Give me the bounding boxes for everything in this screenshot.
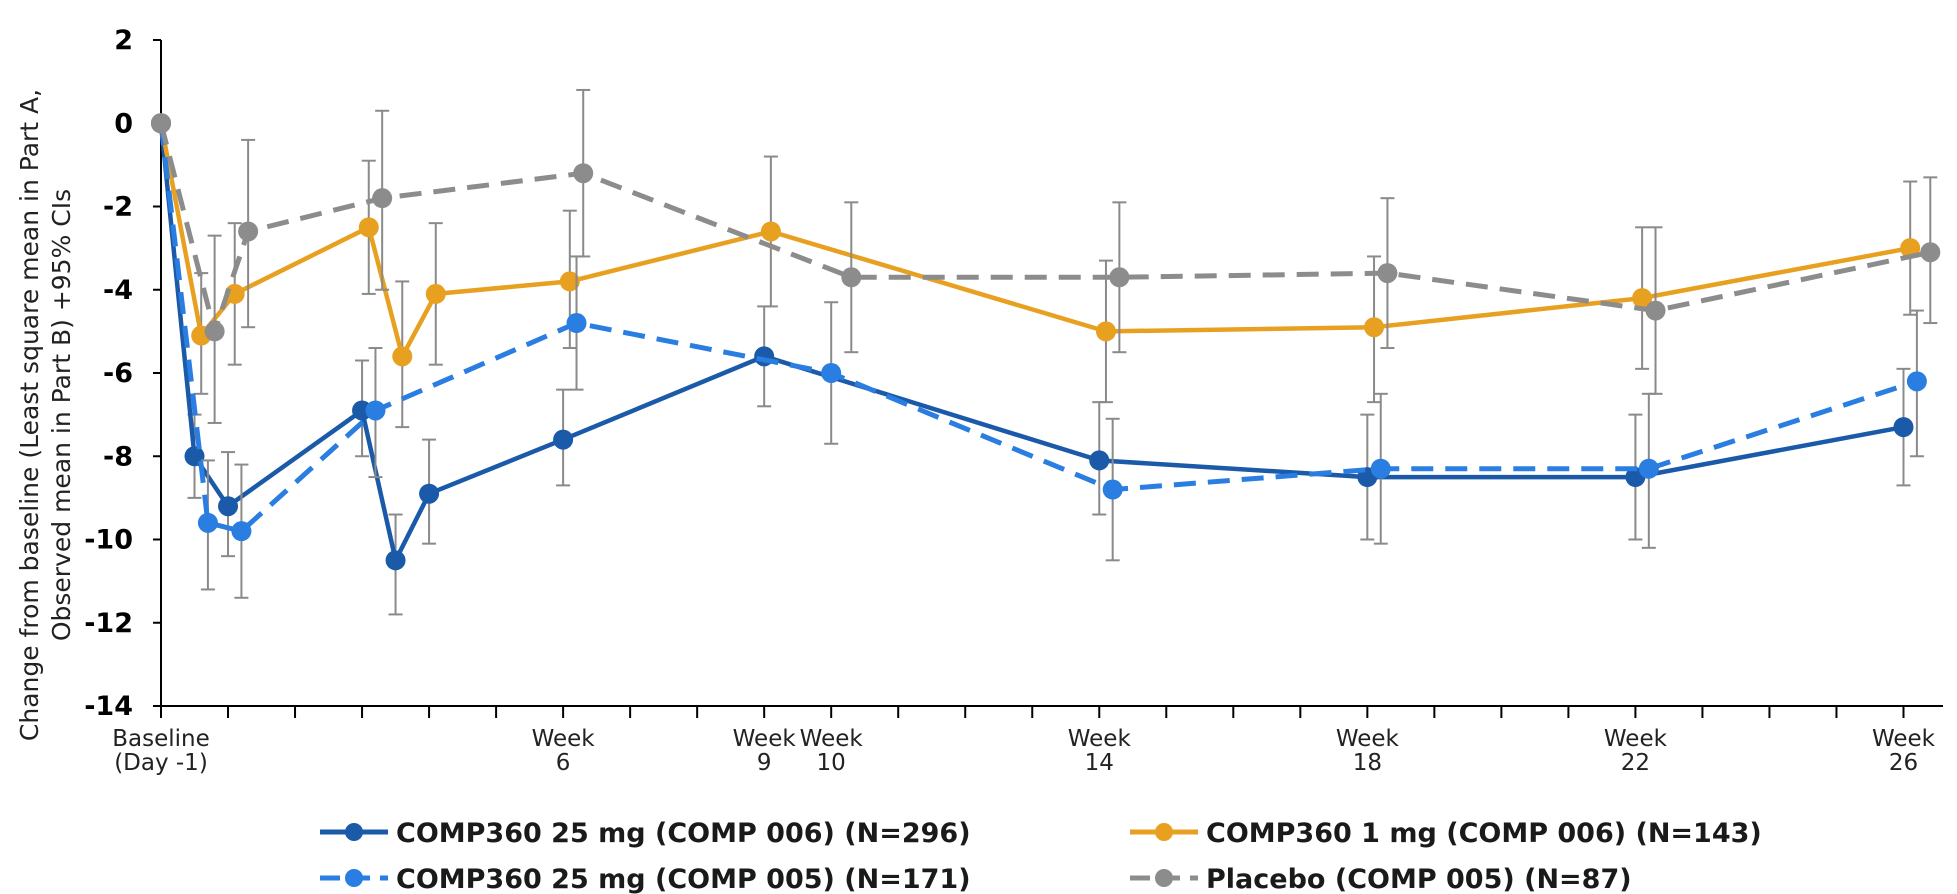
x-tick-label: Week 10 xyxy=(800,726,864,776)
data-point xyxy=(841,267,862,288)
series-line xyxy=(158,122,1931,334)
legend-marker xyxy=(345,823,363,841)
data-point xyxy=(1370,458,1391,479)
y-ticks: 2 0 -2 -4 -6 -8 -10 -12 -14 xyxy=(84,25,161,722)
series-2 xyxy=(151,113,1927,599)
y-tick-label: -10 xyxy=(84,525,133,556)
data-point xyxy=(425,283,446,304)
data-point xyxy=(1095,321,1116,342)
data-point xyxy=(385,550,406,571)
data-point xyxy=(553,429,574,450)
x-tick-label: Week 26 xyxy=(1872,726,1936,776)
series-line xyxy=(158,123,1918,534)
x-tick-label: Week 9 xyxy=(733,726,797,776)
y-axis-label-line-2: Observed mean in Part B) +95% CIs xyxy=(47,189,76,641)
legend-item-3: Placebo (COMP 005) (N=87) xyxy=(1130,864,1632,894)
axes xyxy=(160,40,1943,707)
legend-label: Placebo (COMP 005) (N=87) xyxy=(1206,864,1632,894)
legend-marker xyxy=(1155,823,1173,841)
y-tick-label: -8 xyxy=(103,441,133,472)
x-tick-label: Week 18 xyxy=(1336,726,1400,776)
data-point xyxy=(365,400,386,421)
data-point xyxy=(1632,288,1653,309)
data-point xyxy=(204,321,225,342)
legend: COMP360 25 mg (COMP 006) (N=296) COMP360 … xyxy=(320,818,1762,894)
y-tick-label: 0 xyxy=(114,108,133,139)
y-axis-label-group: Change from baseline (Least square mean … xyxy=(15,89,76,741)
data-point xyxy=(151,113,171,134)
data-point xyxy=(760,221,781,242)
data-point xyxy=(358,217,379,238)
data-point xyxy=(1109,267,1130,288)
legend-item-0: COMP360 25 mg (COMP 006) (N=296) xyxy=(320,818,971,849)
data-point xyxy=(1089,450,1110,471)
data-point xyxy=(372,188,393,209)
x-tick-label: Week 22 xyxy=(1604,726,1668,776)
legend-item-1: COMP360 1 mg (COMP 006) (N=143) xyxy=(1130,818,1762,849)
data-point xyxy=(1893,417,1914,438)
data-point xyxy=(218,496,239,517)
series-layer xyxy=(151,88,1941,616)
x-tick-label: Baseline (Day -1) xyxy=(112,726,210,776)
legend-marker xyxy=(345,869,363,887)
legend-marker xyxy=(1155,869,1173,887)
legend-item-2: COMP360 25 mg (COMP 005) (N=171) xyxy=(320,864,971,894)
data-point xyxy=(1377,263,1398,284)
x-tick-label: Week 6 xyxy=(532,726,596,776)
data-point xyxy=(1920,242,1941,263)
y-tick-label: -2 xyxy=(103,192,133,223)
data-point xyxy=(197,512,218,533)
data-point xyxy=(1906,371,1927,392)
data-point xyxy=(1102,479,1123,500)
x-tick-label: Week 14 xyxy=(1068,726,1132,776)
data-point xyxy=(821,363,842,383)
y-tick-label: -4 xyxy=(103,275,133,306)
series-1 xyxy=(151,113,1921,429)
y-tick-label: 2 xyxy=(114,25,133,56)
y-axis-label-line-1: Change from baseline (Least square mean … xyxy=(15,89,44,741)
data-point xyxy=(1645,300,1666,321)
data-point xyxy=(566,313,587,334)
legend-label: COMP360 25 mg (COMP 005) (N=171) xyxy=(396,864,971,894)
data-point xyxy=(1638,458,1659,479)
data-point xyxy=(573,163,594,184)
y-tick-label: -12 xyxy=(84,608,133,639)
data-point xyxy=(559,271,580,292)
data-point xyxy=(231,521,252,542)
data-point xyxy=(392,346,413,367)
series-line xyxy=(158,122,1911,359)
y-tick-label: -14 xyxy=(84,691,133,722)
data-point xyxy=(419,483,440,504)
data-point xyxy=(1364,317,1385,338)
series-3 xyxy=(151,88,1941,424)
series-line xyxy=(158,123,1904,563)
legend-label: COMP360 25 mg (COMP 006) (N=296) xyxy=(396,818,971,849)
legend-label: COMP360 1 mg (COMP 006) (N=143) xyxy=(1206,818,1762,849)
data-point xyxy=(238,221,259,242)
y-tick-label: -6 xyxy=(103,358,133,389)
